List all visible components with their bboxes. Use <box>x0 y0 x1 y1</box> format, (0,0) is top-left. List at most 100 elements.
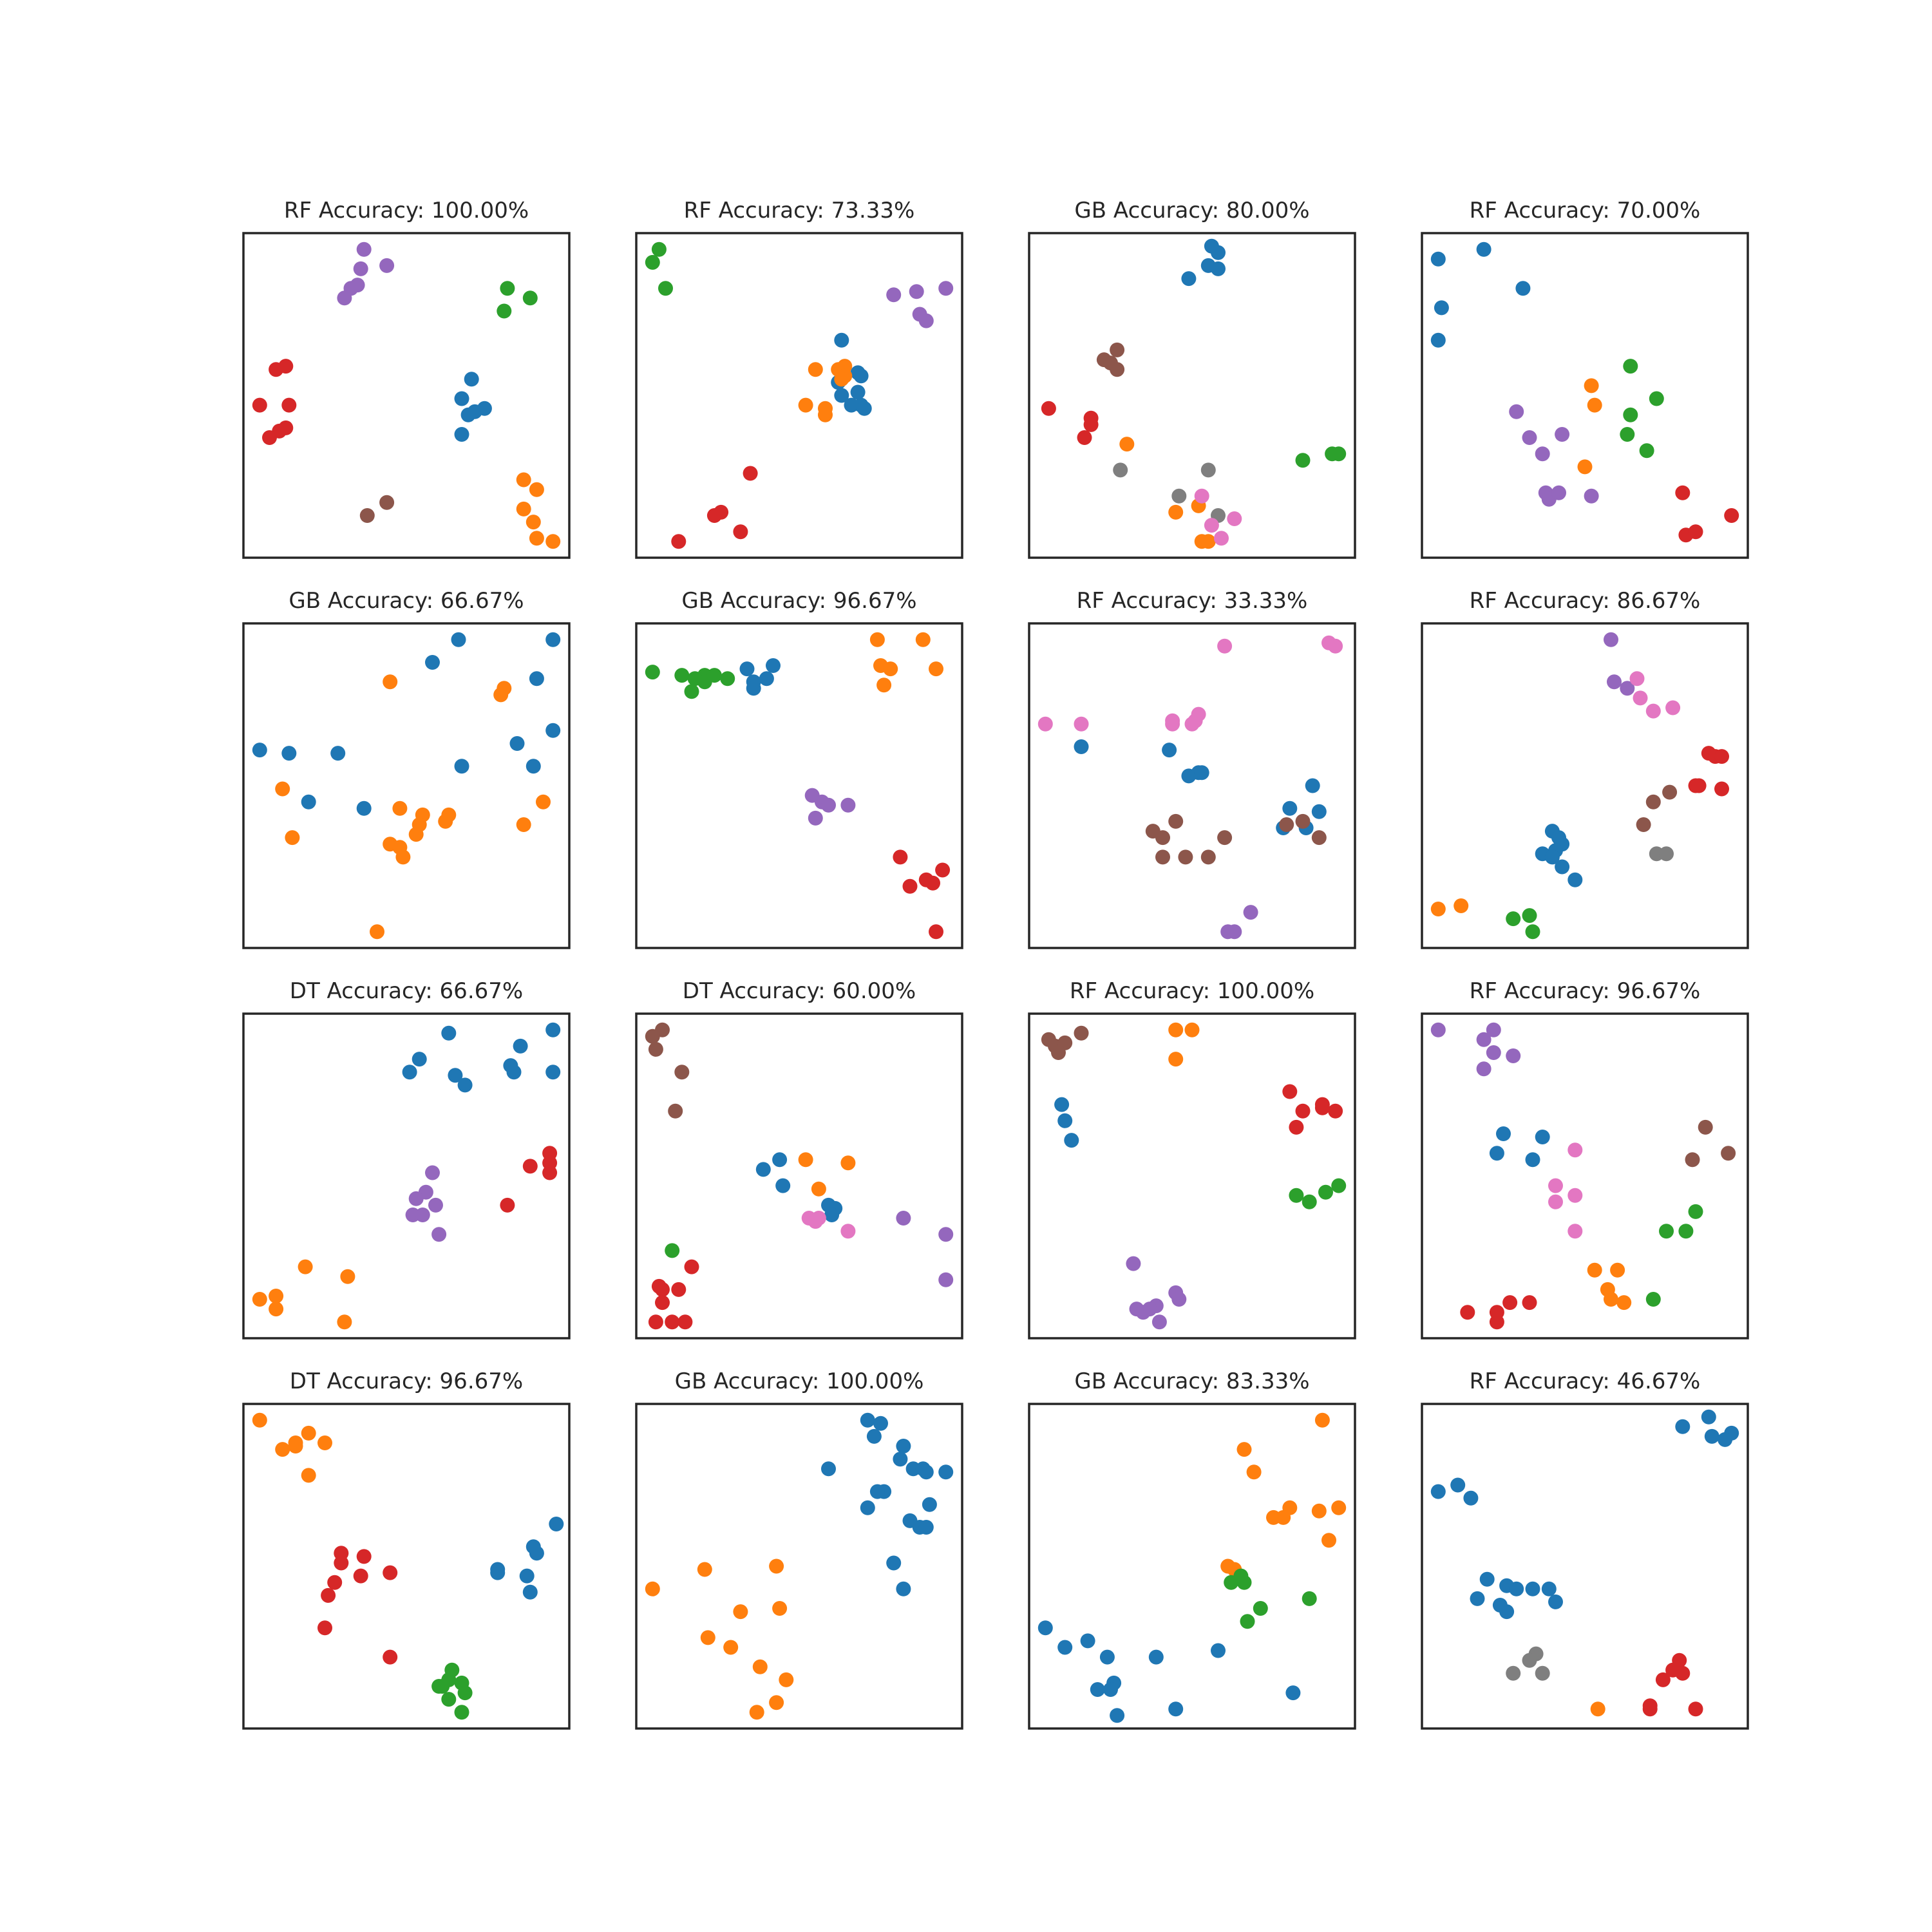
data-point-green <box>1289 1188 1304 1203</box>
scatter-panel-15: GB Accuracy: 83.33% <box>1028 1368 1356 1730</box>
panel-frame <box>242 1012 571 1340</box>
data-point-blue <box>1211 1643 1226 1658</box>
data-point-orange <box>929 661 943 677</box>
panel-title: DT Accuracy: 60.00% <box>683 978 916 1004</box>
data-point-green <box>651 242 667 257</box>
data-point-orange <box>516 501 531 516</box>
data-point-blue <box>1496 1126 1511 1141</box>
data-point-red <box>671 534 687 549</box>
data-point-orange <box>818 407 833 422</box>
data-point-red <box>353 1568 368 1584</box>
data-point-blue <box>918 1464 934 1480</box>
scatter-panel-3: GB Accuracy: 80.00% <box>1028 198 1356 559</box>
data-point-orange <box>1311 1503 1327 1519</box>
data-point-orange <box>1577 459 1593 475</box>
data-point-brown <box>645 1028 660 1044</box>
data-point-blue <box>1090 1682 1105 1697</box>
data-point-gray <box>1506 1665 1521 1681</box>
data-point-blue <box>866 1428 882 1444</box>
panel-title: GB Accuracy: 83.33% <box>1074 1368 1309 1394</box>
data-point-purple <box>1555 427 1570 442</box>
data-point-brown <box>1311 830 1327 846</box>
data-point-blue <box>766 658 781 673</box>
data-point-blue <box>1181 271 1197 287</box>
data-point-red <box>648 1314 663 1330</box>
data-point-red <box>321 1587 336 1603</box>
data-point-blue <box>1525 1581 1540 1596</box>
scatter-panel-14: GB Accuracy: 100.00% <box>635 1368 963 1730</box>
data-point-orange <box>275 781 290 797</box>
data-point-orange <box>876 677 892 693</box>
data-point-orange <box>1314 1412 1330 1428</box>
data-point-blue <box>1057 1113 1073 1128</box>
data-point-purple <box>1151 1314 1167 1330</box>
data-point-green <box>1236 1575 1252 1590</box>
data-point-red <box>383 1565 398 1580</box>
data-point-purple <box>1227 924 1242 940</box>
data-point-purple <box>1551 485 1566 500</box>
data-point-orange <box>340 1269 355 1284</box>
panel-title: DT Accuracy: 66.67% <box>290 978 523 1004</box>
data-point-green <box>1302 1591 1317 1606</box>
data-point-blue <box>1074 739 1089 754</box>
data-point-blue <box>1675 1419 1690 1434</box>
data-point-orange <box>1276 1510 1291 1525</box>
data-point-red <box>706 508 722 523</box>
data-point-red <box>733 524 748 540</box>
data-point-green <box>720 671 735 687</box>
data-point-green <box>1295 453 1311 468</box>
scatter-panel-4: RF Accuracy: 70.00% <box>1421 198 1749 559</box>
data-point-green <box>645 665 660 680</box>
data-point-orange <box>798 1152 813 1168</box>
data-point-red <box>893 849 908 865</box>
data-point-orange <box>769 1695 784 1710</box>
data-point-orange <box>697 1562 712 1577</box>
data-point-blue <box>1305 778 1320 793</box>
data-point-blue <box>1430 251 1446 267</box>
data-point-blue <box>454 391 469 406</box>
data-point-red <box>1675 485 1690 500</box>
data-point-brown <box>1155 849 1170 865</box>
data-point-blue <box>886 1555 902 1571</box>
data-point-purple <box>408 1191 424 1206</box>
data-point-orange <box>516 472 531 488</box>
data-point-green <box>1623 407 1638 422</box>
data-point-gray <box>1113 462 1128 478</box>
data-point-purple <box>840 797 856 813</box>
data-point-green <box>1678 1224 1694 1239</box>
data-point-blue <box>448 1068 463 1083</box>
data-point-red <box>252 397 267 413</box>
data-point-purple <box>886 287 902 303</box>
data-point-purple <box>1620 681 1635 696</box>
data-point-blue <box>1541 1581 1557 1596</box>
data-point-red <box>929 924 943 940</box>
data-point-red <box>1295 1103 1311 1119</box>
data-point-blue <box>896 1439 911 1454</box>
data-point-purple <box>1171 1292 1187 1307</box>
data-point-blue <box>509 736 525 751</box>
data-point-blue <box>1311 804 1327 819</box>
scatter-panel-1: RF Accuracy: 100.00% <box>242 198 571 559</box>
data-point-red <box>1714 781 1729 797</box>
data-point-green <box>1253 1601 1268 1616</box>
data-point-blue <box>853 368 869 384</box>
data-point-blue <box>873 1416 888 1431</box>
data-point-blue <box>529 671 544 687</box>
data-point-red <box>1724 508 1739 523</box>
data-point-orange <box>723 1640 739 1655</box>
data-point-pink <box>1548 1178 1563 1193</box>
panel-frame <box>1421 1403 1749 1730</box>
data-point-blue <box>1535 1130 1550 1144</box>
data-point-blue <box>1162 743 1177 758</box>
panel-title: RF Accuracy: 73.33% <box>684 198 915 223</box>
data-point-blue <box>1148 1649 1164 1665</box>
data-point-green <box>454 1705 469 1720</box>
data-point-blue <box>746 681 761 696</box>
data-point-purple <box>1243 905 1258 920</box>
data-point-blue <box>1492 1598 1508 1613</box>
data-point-orange <box>438 813 453 829</box>
panel-title: GB Accuracy: 96.67% <box>681 588 916 614</box>
data-point-red <box>935 862 951 878</box>
data-point-purple <box>356 242 372 257</box>
data-point-blue <box>460 407 476 422</box>
